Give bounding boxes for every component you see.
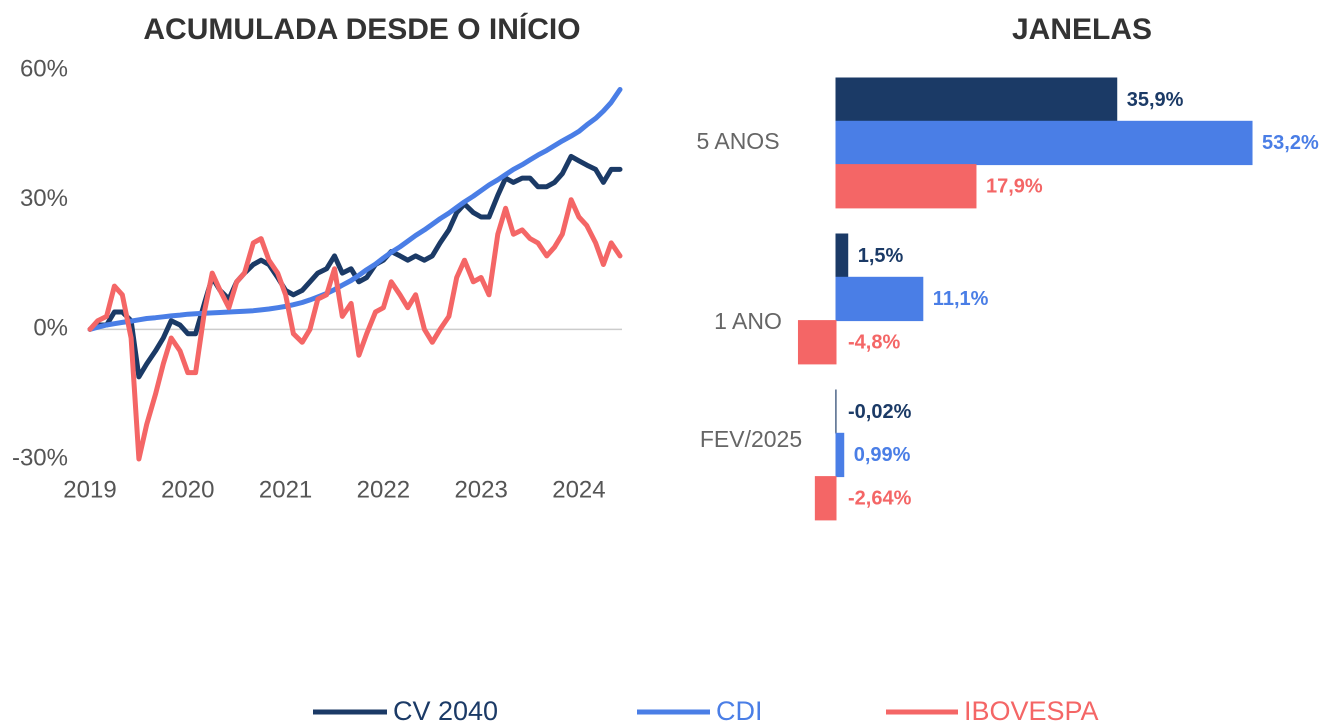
bar <box>835 164 977 209</box>
bar <box>835 77 1118 122</box>
value-label: 1,5% <box>858 245 904 267</box>
bar <box>835 276 924 322</box>
legend-label: IBOVESPA <box>964 696 1099 722</box>
value-label: -2,64% <box>848 488 912 510</box>
legend-label: CV 2040 <box>393 696 498 722</box>
bar <box>835 432 845 478</box>
bar-chart-title: JANELAS <box>1012 13 1152 46</box>
x-tick-label: 2022 <box>357 476 410 503</box>
legend-label: CDI <box>716 696 763 722</box>
category-label: 1 ANO <box>714 308 782 334</box>
y-tick-label: 60% <box>20 55 68 82</box>
x-tick-label: 2019 <box>63 476 116 503</box>
value-label: 0,99% <box>854 444 911 466</box>
value-label: 35,9% <box>1127 89 1184 111</box>
line-series <box>87 87 623 332</box>
category-label: FEV/2025 <box>700 426 802 452</box>
bar <box>835 233 849 278</box>
line-chart-title: ACUMULADA DESDE O INÍCIO <box>143 12 580 46</box>
value-label: 53,2% <box>1262 132 1319 154</box>
value-label: 17,9% <box>986 176 1043 198</box>
x-tick-label: 2021 <box>259 476 312 503</box>
x-tick-label: 2023 <box>454 476 507 503</box>
y-tick-label: 0% <box>33 315 68 342</box>
bar <box>835 120 1253 166</box>
x-tick-label: 2024 <box>552 476 605 503</box>
x-tick-label: 2020 <box>161 476 214 503</box>
category-label: 5 ANOS <box>696 128 779 154</box>
y-tick-label: 30% <box>20 185 68 212</box>
line-series <box>87 197 623 462</box>
bar <box>797 320 837 365</box>
value-label: -4,8% <box>848 332 900 354</box>
value-label: -0,02% <box>848 401 912 423</box>
bar <box>814 476 837 521</box>
y-tick-label: -30% <box>12 444 68 471</box>
value-label: 11,1% <box>933 288 989 310</box>
